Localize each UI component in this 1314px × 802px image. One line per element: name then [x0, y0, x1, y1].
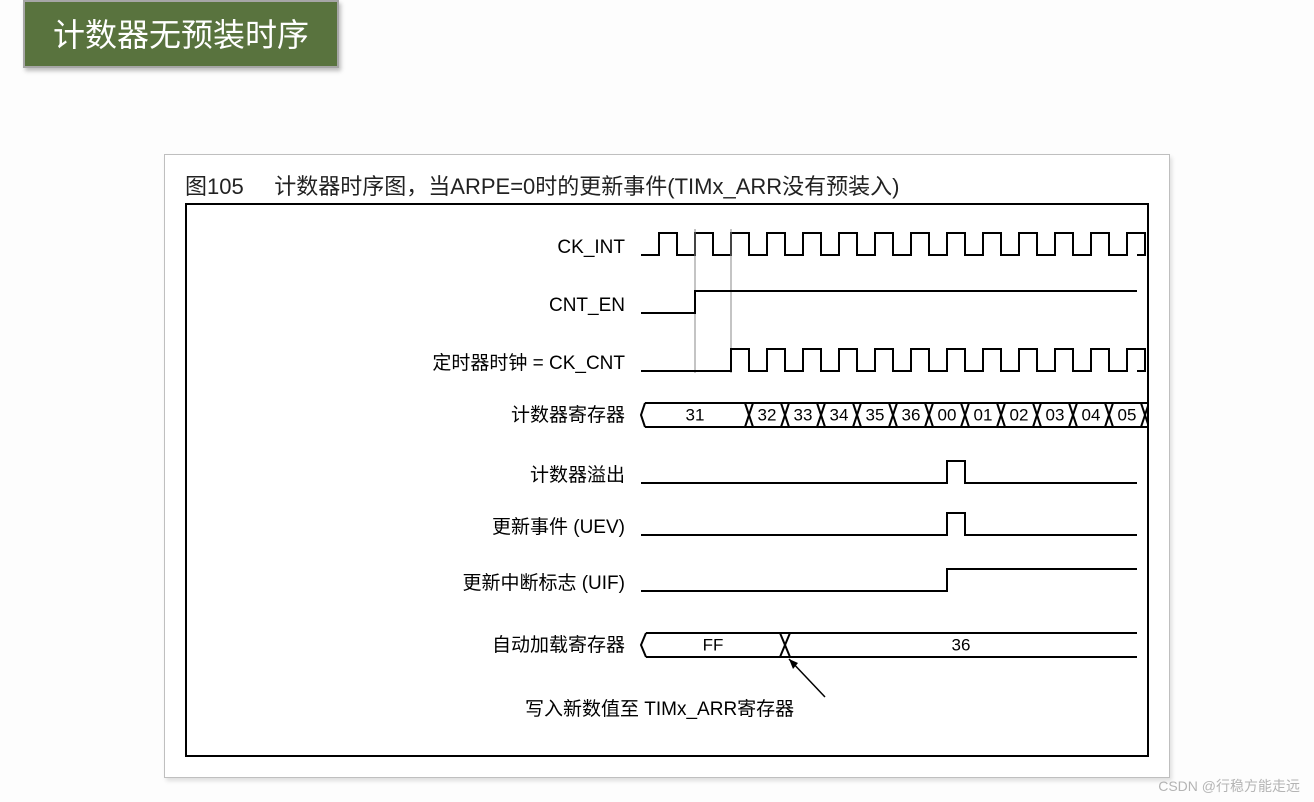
- svg-text:01: 01: [974, 405, 993, 424]
- diagram-caption: 图105 计数器时序图，当ARPE=0时的更新事件(TIMx_ARR没有预装入): [185, 169, 900, 201]
- svg-text:00: 00: [938, 405, 957, 424]
- svg-text:自动加载寄存器: 自动加载寄存器: [492, 634, 625, 656]
- svg-text:36: 36: [902, 405, 921, 424]
- timing-diagram: CK_INT CNT_EN 定时器时钟 = CK_CNT 计数器寄存器计数器溢出更新事…: [185, 203, 1149, 757]
- svg-text:34: 34: [830, 405, 849, 424]
- svg-text:CK_INT: CK_INT: [557, 237, 625, 258]
- svg-text:02: 02: [1010, 405, 1029, 424]
- svg-text:32: 32: [758, 405, 777, 424]
- caption-prefix: 图105: [185, 174, 244, 199]
- svg-text:03: 03: [1046, 405, 1065, 424]
- timing-svg: CK_INT CNT_EN 定时器时钟 = CK_CNT 计数器寄存器计数器溢出更新事…: [187, 205, 1149, 757]
- svg-text:更新中断标志 (UIF): 更新中断标志 (UIF): [462, 572, 625, 594]
- svg-text:计数器寄存器: 计数器寄存器: [511, 404, 625, 426]
- page-title: 计数器无预装时序: [23, 0, 339, 68]
- svg-text:33: 33: [794, 405, 813, 424]
- svg-text:CNT_EN: CNT_EN: [549, 295, 625, 316]
- svg-text:FF: FF: [703, 635, 724, 654]
- diagram-frame: 图105 计数器时序图，当ARPE=0时的更新事件(TIMx_ARR没有预装入)…: [164, 154, 1170, 778]
- svg-text:04: 04: [1082, 405, 1101, 424]
- caption-text: 计数器时序图，当ARPE=0时的更新事件(TIMx_ARR没有预装入): [274, 174, 899, 199]
- watermark: CSDN @行稳方能走远: [1158, 776, 1300, 796]
- svg-text:05: 05: [1118, 405, 1137, 424]
- svg-text:计数器溢出: 计数器溢出: [530, 464, 625, 486]
- svg-text:36: 36: [952, 635, 971, 654]
- svg-text:31: 31: [686, 405, 705, 424]
- svg-text:写入新数值至 TIMx_ARR寄存器: 写入新数值至 TIMx_ARR寄存器: [525, 698, 794, 720]
- svg-text:更新事件 (UEV): 更新事件 (UEV): [492, 516, 625, 538]
- svg-text:定时器时钟 = CK_CNT: 定时器时钟 = CK_CNT: [432, 352, 625, 374]
- svg-text:35: 35: [866, 405, 885, 424]
